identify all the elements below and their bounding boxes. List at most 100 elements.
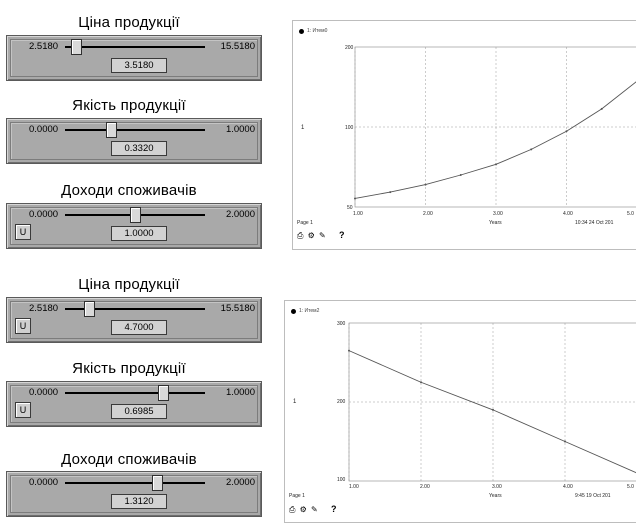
panel-frame [10,39,258,77]
slider-thumb[interactable] [130,207,141,223]
slider-panel: 0.0000 2.0000 1.0000 U [6,203,262,249]
slider-panel: 2.5180 15.5180 4.7000 U [6,297,262,343]
timestamp: 9:45 19 Oct 201 [575,493,611,499]
x-tick-label: 4.00 [563,211,573,217]
graph-window: 1: Итем0 200 100 50 1 1.00 2.00 3.00 4.0… [292,20,636,250]
graph-window: 1: Итем2 300 200 100 1 1.00 2.00 3.00 4.… [284,300,636,523]
data-point [389,191,392,194]
x-tick-label: 3.00 [493,211,503,217]
x-tick-label: 5.0 [627,484,634,490]
u-button[interactable]: U [15,318,31,334]
line-chart [348,322,636,482]
slider-min: 0.0000 [29,209,59,220]
series-line [354,81,636,199]
help-button[interactable]: ? [331,504,337,514]
control-title: Якість продукції [72,360,186,377]
control-title: Доходи споживачів [61,182,197,199]
data-point [354,197,356,200]
slider-thumb[interactable] [158,385,169,401]
u-button[interactable]: U [15,402,31,418]
y-axis-label: 1 [301,125,305,131]
slider-min: 2.5180 [29,303,59,314]
slider-panel: 0.0000 2.0000 1.3120 [6,471,262,517]
x-tick-label: 2.00 [420,484,430,490]
slider-min: 0.0000 [29,124,59,135]
value-field[interactable]: 3.5180 [111,58,167,73]
slider-thumb[interactable] [152,475,164,491]
slider-min: 0.0000 [29,387,59,398]
line-chart [354,46,636,208]
data-point [424,183,427,186]
slider-track[interactable] [65,308,205,310]
x-tick-label: 4.00 [563,484,573,490]
control-title: Якість продукції [72,97,186,114]
data-point [459,174,462,176]
y-tick-mid: 200 [337,399,346,405]
y-axis-label: 1 [293,399,297,405]
data-point [530,148,533,151]
panel-frame [10,301,258,339]
legend-label: 1: Итем2 [299,308,320,314]
y-tick-bottom: 100 [337,477,346,483]
slider-max: 15.5180 [220,41,255,52]
slider-min: 0.0000 [29,477,59,488]
timestamp: 10:34 24 Oct 201 [575,220,614,226]
y-tick-top: 300 [337,321,346,327]
slider-max: 1.0000 [225,387,255,398]
slider-track[interactable] [65,46,205,48]
value-field[interactable]: 1.3120 [111,494,167,509]
plot-frame [348,322,636,482]
x-tick-label: 2.00 [423,211,433,217]
panel-frame [10,385,258,423]
slider-panel: 0.0000 1.0000 0.6985 U [6,381,262,427]
x-tick-label: 1.00 [353,211,363,217]
page-label: Page 1 [289,493,305,499]
control-title: Ціна продукції [78,14,180,31]
data-point [600,107,603,110]
data-point [348,349,350,352]
slider-thumb[interactable] [106,122,118,138]
legend-marker [299,29,304,34]
value-field[interactable]: 1.0000 [111,226,167,241]
slider-max: 15.5180 [220,303,255,314]
panel-frame [10,475,258,513]
slider-max: 2.0000 [225,477,255,488]
x-tick-label: 3.00 [492,484,502,490]
slider-track[interactable] [65,482,205,484]
slider-thumb[interactable] [83,301,95,317]
data-point [492,408,494,411]
slider-track[interactable] [65,129,205,131]
slider-max: 2.0000 [225,209,255,220]
data-point [564,440,566,443]
y-tick-mid: 100 [345,125,354,131]
series-line [348,350,636,474]
y-tick-bottom: 50 [347,205,353,211]
x-tick-label: 1.00 [349,484,359,490]
slider-min: 2.5180 [29,41,59,52]
value-field[interactable]: 0.3320 [111,141,167,156]
value-field[interactable]: 0.6985 [111,404,167,419]
graph-toolbar[interactable]: ⎙ ⚙ ✎ [297,231,327,240]
value-field[interactable]: 4.7000 [111,320,167,335]
panel-frame [10,122,258,160]
slider-panel: 0.0000 1.0000 0.3320 [6,118,262,164]
graph-toolbar[interactable]: ⎙ ⚙ ✎ [289,505,319,514]
y-tick-top: 200 [345,45,354,51]
legend-marker [291,309,296,314]
data-point [565,130,568,133]
data-point [495,163,497,166]
control-title: Ціна продукції [78,276,180,293]
help-button[interactable]: ? [339,230,345,240]
slider-panel: 2.5180 15.5180 3.5180 [6,35,262,81]
page-label: Page 1 [297,220,313,226]
x-axis-label: Years [489,493,502,499]
slider-max: 1.0000 [225,124,255,135]
u-button[interactable]: U [15,224,31,240]
x-tick-label: 5.0 [627,211,634,217]
legend-label: 1: Итем0 [307,28,328,34]
data-point [420,381,422,384]
slider-track[interactable] [65,392,205,394]
control-title: Доходи споживачів [61,451,197,468]
slider-thumb[interactable] [71,39,83,55]
x-axis-label: Years [489,220,502,226]
